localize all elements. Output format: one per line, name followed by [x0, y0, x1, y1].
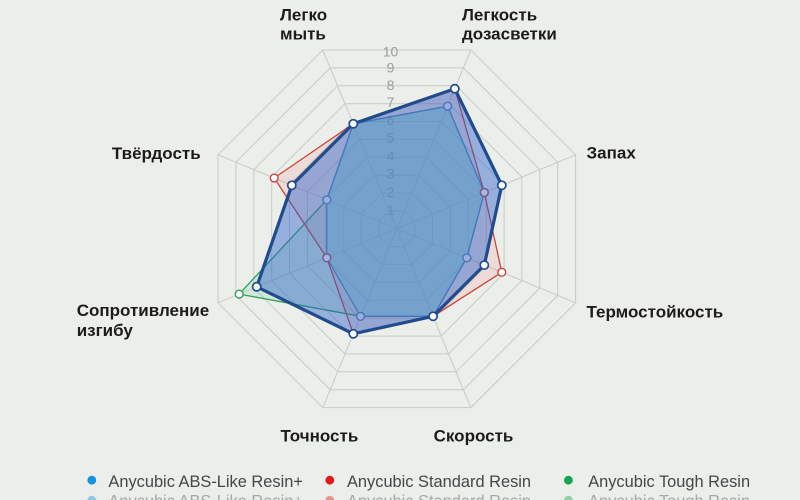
svg-text:Скорость: Скорость	[434, 426, 514, 445]
svg-text:Anycubic ABS-Like Resin+: Anycubic ABS-Like Resin+	[108, 473, 303, 491]
svg-text:Твёрдость: Твёрдость	[112, 144, 201, 163]
svg-text:Anycubic Tough Resin: Anycubic Tough Resin	[588, 473, 750, 491]
svg-text:Запах: Запах	[587, 143, 637, 162]
svg-text:Anycubic ABS-Like Resin+: Anycubic ABS-Like Resin+	[108, 493, 303, 500]
svg-text:4: 4	[387, 148, 395, 164]
svg-text:6: 6	[387, 112, 395, 128]
svg-text:Сопротивление: Сопротивление	[77, 301, 209, 320]
svg-text:Точность: Точность	[280, 426, 358, 445]
svg-text:8: 8	[387, 77, 395, 93]
svg-text:9: 9	[387, 59, 395, 75]
svg-text:изгибу: изгибу	[77, 321, 134, 340]
svg-text:дозасветки: дозасветки	[462, 25, 557, 44]
svg-text:7: 7	[387, 94, 395, 110]
svg-text:Anycubic Tough Resin: Anycubic Tough Resin	[588, 493, 750, 500]
svg-text:2: 2	[387, 184, 395, 200]
svg-text:5: 5	[387, 130, 395, 146]
svg-text:Легко: Легко	[280, 6, 327, 25]
svg-text:мыть: мыть	[280, 25, 326, 44]
svg-text:1: 1	[387, 202, 395, 218]
svg-text:Термостойкость: Термостойкость	[587, 303, 724, 322]
svg-text:Anycubic Standard Resin: Anycubic Standard Resin	[347, 473, 531, 491]
svg-text:Легкость: Легкость	[462, 6, 537, 25]
svg-text:Anycubic Standard Resin: Anycubic Standard Resin	[347, 493, 531, 500]
svg-text:10: 10	[383, 43, 399, 59]
svg-text:3: 3	[387, 166, 395, 182]
